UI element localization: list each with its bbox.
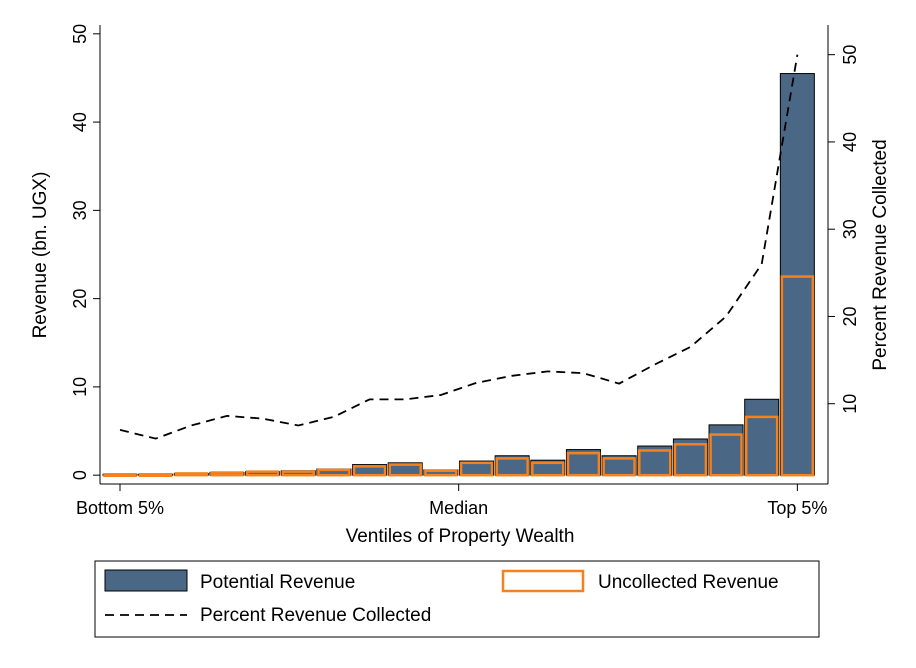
uncollected-revenue-bar [495, 457, 529, 477]
uncollected-revenue-bar [174, 472, 209, 477]
uncollected-revenue-bar [210, 471, 244, 477]
percent-collected-line [119, 54, 799, 440]
potential-revenue-bar [708, 424, 744, 476]
x-axis-ticks: Bottom 5% Median Top 5% [76, 484, 827, 518]
legend-swatch-potential [104, 569, 188, 592]
left-axis-ticks: 0 10 20 30 40 50 [70, 24, 100, 480]
y2-axis-title: Percent Revenue Collected [870, 139, 891, 370]
left-tick-label: 50 [70, 24, 90, 44]
uncollected-revenue-bar [531, 461, 565, 477]
uncollected-revenue-bar [744, 415, 779, 477]
uncollected-revenue-bar [388, 463, 422, 477]
uncollected-revenue-bar [673, 443, 708, 477]
uncollected-revenue-bar [780, 275, 815, 477]
potential-revenue-bar [744, 398, 780, 476]
left-tick-label: 30 [70, 200, 90, 220]
uncollected-revenue-bar [602, 457, 636, 477]
uncollected-revenue-bar [245, 470, 280, 477]
uncollected-revenue-bar [709, 433, 743, 477]
legend-swatch-uncollected [501, 569, 585, 593]
legend-label-potential: Potential Revenue [200, 572, 355, 593]
x-tick-label: Top 5% [767, 498, 827, 518]
right-tick-label: 30 [840, 219, 860, 239]
uncollected-revenue-bar [352, 465, 387, 477]
legend: Potential Revenue Uncollected Revenue Pe… [94, 560, 820, 638]
x-tick-label: Bottom 5% [76, 498, 164, 518]
y-axis-title: Revenue (bn. UGX) [30, 172, 51, 339]
uncollected-revenue-bar [459, 461, 494, 477]
plot-area [100, 25, 828, 484]
right-axis-ticks: 10 20 30 40 50 [828, 45, 860, 414]
legend-box [94, 560, 820, 638]
uncollected-revenue-bars [103, 275, 815, 478]
legend-label-percent: Percent Revenue Collected [200, 605, 431, 626]
left-tick-label: 40 [70, 112, 90, 132]
right-tick-label: 20 [840, 306, 860, 326]
right-tick-label: 50 [840, 45, 860, 65]
uncollected-revenue-bar [566, 451, 601, 477]
right-tick-label: 40 [840, 132, 860, 152]
legend-label-uncollected: Uncollected Revenue [598, 572, 779, 593]
left-tick-label: 20 [70, 289, 90, 309]
uncollected-revenue-bar [138, 473, 173, 478]
x-axis-title: Ventiles of Property Wealth [346, 526, 575, 547]
uncollected-revenue-bar [317, 468, 351, 477]
uncollected-revenue-bar [638, 449, 672, 477]
x-tick-label: Median [429, 498, 488, 518]
uncollected-revenue-bar [281, 470, 315, 477]
left-tick-label: 10 [70, 377, 90, 397]
potential-revenue-bar [779, 73, 815, 476]
uncollected-revenue-bar [103, 473, 137, 478]
right-tick-label: 10 [840, 394, 860, 414]
left-tick-label: 0 [70, 470, 90, 480]
uncollected-revenue-bar [424, 469, 458, 477]
